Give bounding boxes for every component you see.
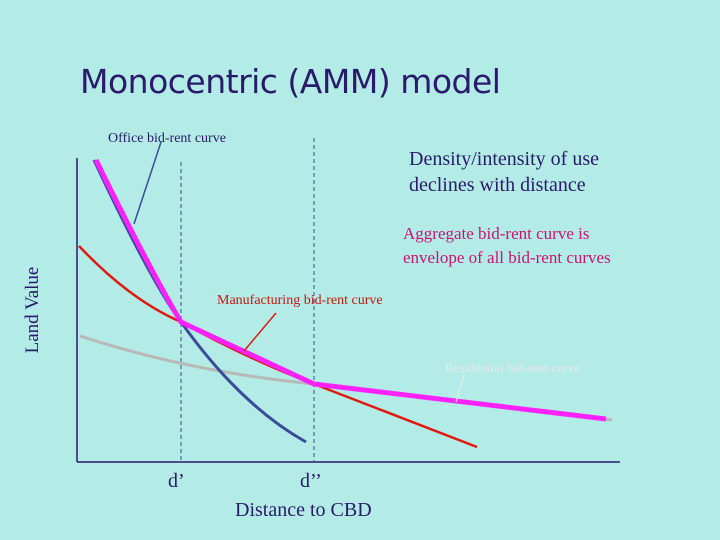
density-note: Density/intensity of use declines with d…	[409, 146, 599, 198]
d2-tick-label: d’’	[300, 470, 322, 492]
manufacturing-bid-rent-curve	[78, 245, 478, 449]
aggregate-label-line1: Aggregate bid-rent curve is	[403, 224, 590, 243]
x-axis-label: Distance to CBD	[235, 499, 372, 521]
manufacturing-pointer-line	[243, 312, 277, 352]
density-note-line2: declines with distance	[409, 174, 586, 196]
residential-bid-rent-curve	[79, 334, 613, 422]
aggregate-bid-rent-curve	[93, 158, 607, 422]
residential-curve-label: Residential bid-rent curve	[445, 360, 581, 375]
density-note-line1: Density/intensity of use	[409, 148, 599, 170]
slide-title: Monocentric (AMM) model	[80, 62, 501, 101]
aggregate-curve-label: Aggregate bid-rent curve is envelope of …	[403, 222, 611, 270]
y-axis-label: Land Value	[22, 266, 43, 354]
residential-pointer-line	[455, 374, 465, 403]
office-pointer-line	[133, 141, 162, 225]
d1-tick-label: d’	[168, 470, 185, 492]
office-curve-label: Office bid-rent curve	[108, 131, 226, 146]
aggregate-label-line2: envelope of all bid-rent curves	[403, 248, 611, 267]
manufacturing-curve-label: Manufacturing bid-rent curve	[217, 293, 383, 308]
